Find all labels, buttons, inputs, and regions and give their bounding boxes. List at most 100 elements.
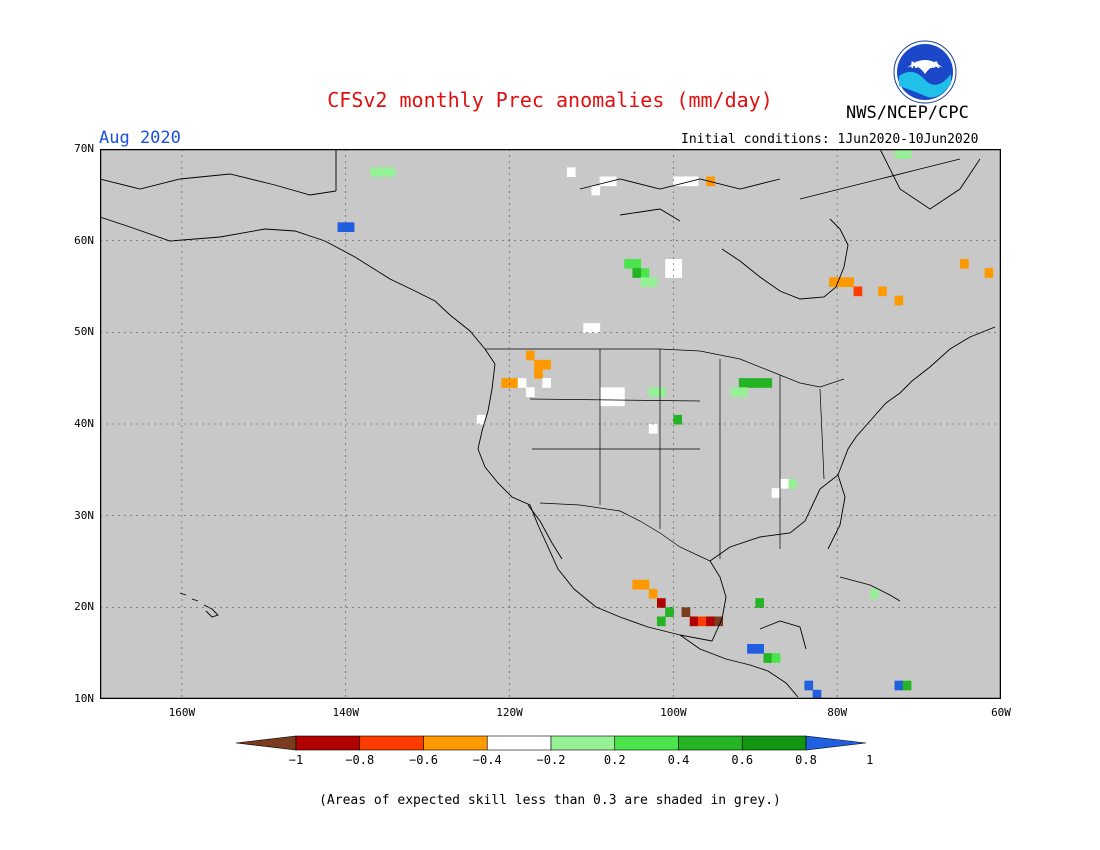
anomaly-cell <box>607 387 617 397</box>
anomaly-cell <box>591 185 601 196</box>
precip-anomaly-map <box>100 149 1001 699</box>
anomaly-cell <box>624 259 633 269</box>
anomaly-cell <box>902 680 912 691</box>
anomaly-cell <box>599 387 609 397</box>
lon-label: 80W <box>827 706 848 719</box>
anomaly-cell <box>853 286 863 297</box>
colorbar-box <box>295 735 361 751</box>
colorbar-box <box>359 735 424 751</box>
anomaly-cell <box>673 259 683 269</box>
colorbar-box <box>678 735 743 751</box>
lat-label: 10N <box>74 692 94 705</box>
agency-label: NWS/NCEP/CPC <box>846 103 969 123</box>
anomaly-cell <box>534 369 543 379</box>
colorbar-label: −0.8 <box>345 753 375 767</box>
logo-text: NOAA <box>911 61 940 71</box>
anomaly-cell <box>771 488 781 498</box>
anomaly-cell <box>738 378 748 388</box>
anomaly-cell <box>476 414 486 425</box>
anomaly-cell <box>566 167 576 177</box>
anomaly-cell <box>640 579 650 590</box>
lon-label: 120W <box>496 706 523 719</box>
anomaly-cell <box>534 359 543 370</box>
anomaly-cell <box>788 479 797 489</box>
valid-month-label: Aug 2020 <box>99 128 181 148</box>
anomaly-cell <box>747 644 756 654</box>
anomaly-cell <box>648 277 658 287</box>
anomaly-cell <box>386 167 396 177</box>
anomaly-cell <box>599 176 609 187</box>
map-border <box>100 149 1001 699</box>
initial-conditions-label: Initial conditions: 1Jun2020-10Jun2020 <box>681 132 979 147</box>
anomaly-cell <box>747 378 756 388</box>
colorbar-box <box>741 735 807 751</box>
anomaly-cell <box>665 259 674 269</box>
anomaly-cell <box>894 680 904 691</box>
anomaly-cell <box>960 259 969 269</box>
anomaly-cell <box>509 378 519 388</box>
anomaly-cell <box>583 323 592 333</box>
lat-label: 50N <box>74 325 94 339</box>
colorbar-box <box>486 735 552 751</box>
anomaly-cell <box>845 277 855 287</box>
colorbar-label: −0.4 <box>472 753 502 767</box>
anomaly-cell <box>894 149 904 159</box>
anomaly-cell <box>656 387 666 397</box>
anomaly-cell <box>591 323 601 333</box>
anomaly-cell <box>779 479 789 489</box>
anomaly-cell <box>763 378 773 388</box>
colorbar-label: 0.6 <box>731 753 754 767</box>
anomaly-cell <box>337 222 347 232</box>
anomaly-cell <box>616 396 625 407</box>
colorbar-box <box>805 735 866 751</box>
anomaly-cell <box>755 644 764 654</box>
anomaly-cell <box>656 616 666 627</box>
anomaly-cells <box>337 149 994 699</box>
anomaly-cell <box>673 176 683 187</box>
anomaly-cell <box>525 387 535 397</box>
anomaly-cell <box>542 359 551 370</box>
anomaly-cell <box>869 589 879 599</box>
anomaly-cell <box>501 378 511 388</box>
anomaly-cell <box>656 598 666 608</box>
lat-label: 60N <box>74 233 94 247</box>
colorbar-label: 0.4 <box>667 753 690 767</box>
anomaly-cell <box>665 607 674 617</box>
colorbar-label: 0.2 <box>603 753 626 767</box>
colorbar <box>236 735 866 751</box>
anomaly-cell <box>828 277 838 287</box>
anomaly-cell <box>738 387 748 397</box>
lon-label: 60W <box>991 706 1011 719</box>
anomaly-cell <box>345 222 355 232</box>
colorbar-box <box>236 735 297 751</box>
anomaly-cell <box>648 589 658 599</box>
anomaly-cell <box>632 579 642 590</box>
coastlines <box>100 149 996 698</box>
anomaly-cell <box>755 598 764 608</box>
anomaly-cell <box>812 689 822 699</box>
anomaly-cell <box>755 378 764 388</box>
lon-label: 100W <box>660 706 687 719</box>
lat-label: 30N <box>74 508 94 522</box>
anomaly-cell <box>370 167 379 177</box>
graticule <box>100 149 1001 699</box>
anomaly-cell <box>984 268 994 278</box>
colorbar-label: 0.8 <box>795 753 817 767</box>
anomaly-cell <box>648 424 658 434</box>
map-title: CFSv2 monthly Prec anomalies (mm/day) <box>327 88 773 112</box>
colorbar-boxes <box>236 735 866 751</box>
anomaly-cell <box>599 396 609 407</box>
anomaly-cell <box>525 350 535 361</box>
colorbar-box <box>550 735 616 751</box>
anomaly-cell <box>378 167 388 177</box>
anomaly-cell <box>640 277 650 287</box>
anomaly-cell <box>517 378 527 388</box>
anomaly-cell <box>607 396 617 407</box>
anomaly-cell <box>902 149 912 159</box>
lon-label: 140W <box>332 706 359 719</box>
lat-label: 20N <box>74 600 94 614</box>
anomaly-cell <box>771 653 781 663</box>
anomaly-cell <box>689 176 699 187</box>
anomaly-cell <box>837 277 846 287</box>
anomaly-cell <box>689 616 699 627</box>
